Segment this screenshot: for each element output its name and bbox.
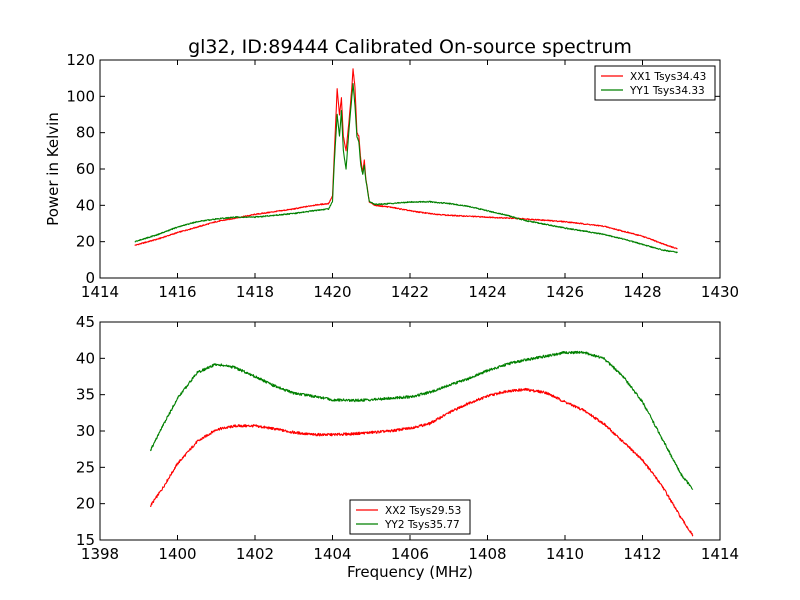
x-tick-label: 1398	[81, 545, 119, 563]
x-tick-label: 1402	[236, 545, 274, 563]
x-tick-label: 1422	[391, 283, 429, 301]
legend-label: YY1 Tsys34.33	[629, 85, 705, 97]
x-tick-label: 1430	[701, 283, 739, 301]
series-group	[149, 350, 694, 537]
legend-label: XX1 Tsys34.43	[630, 71, 706, 83]
x-tick-label: 1424	[468, 283, 506, 301]
x-tick-label: 1406	[391, 545, 429, 563]
y-tick-label: 35	[76, 386, 95, 404]
legend: XX1 Tsys34.43 YY1 Tsys34.33	[594, 65, 716, 101]
series-line-1	[149, 387, 694, 537]
x-tick-label: 1404	[313, 545, 351, 563]
x-tick-label: 1414	[701, 545, 739, 563]
x-tick-label: 1412	[623, 545, 661, 563]
figure-title: gl32, ID:89444 Calibrated On-source spec…	[188, 36, 632, 58]
legend-label: XX2 Tsys29.53	[385, 505, 461, 517]
y-tick-label: 0	[85, 269, 95, 287]
x-tick-label: 1426	[546, 283, 584, 301]
x-tick-label: 1410	[546, 545, 584, 563]
series-line-2	[149, 350, 694, 490]
y-tick-label: 30	[76, 422, 95, 440]
y-tick-label: 15	[76, 531, 95, 549]
x-tick-label: 1420	[313, 283, 351, 301]
x-tick-label: 1416	[158, 283, 196, 301]
series-line-1	[134, 68, 678, 250]
lower-spectrum-plot: 1398 1400 1402 1404 1406 1408 1410 1412 1414 15 20…	[76, 313, 739, 563]
upper-spectrum-plot: 1414 1416 1418 1420 1422 1424 1426 1428 1430 0 20 4…	[44, 51, 739, 301]
y-tick-label: 100	[66, 87, 95, 105]
series-group	[134, 68, 678, 254]
legend-frame	[349, 499, 471, 535]
series-line-2	[134, 82, 678, 254]
y-tick-label: 80	[76, 124, 95, 142]
y-tick-label: 60	[76, 160, 95, 178]
legend: XX2 Tsys29.53 YY2 Tsys35.77	[349, 499, 471, 535]
x-tick-label: 1408	[468, 545, 506, 563]
y-tick-label: 120	[66, 51, 95, 69]
x-tick-label: 1400	[158, 545, 196, 563]
x-tick-label: 1418	[236, 283, 274, 301]
y-tick-label: 40	[76, 196, 95, 214]
y-axis-label: Power in Kelvin	[44, 112, 62, 226]
y-tick-label: 20	[76, 233, 95, 251]
legend-frame	[594, 65, 716, 101]
y-tick-label: 20	[76, 495, 95, 513]
x-axis-label: Frequency (MHz)	[347, 563, 473, 581]
y-tick-label: 40	[76, 349, 95, 367]
y-tick-label: 45	[76, 313, 95, 331]
y-tick-label: 25	[76, 458, 95, 476]
x-tick-label: 1414	[81, 283, 119, 301]
x-tick-label: 1428	[623, 283, 661, 301]
legend-label: YY2 Tsys35.77	[384, 519, 460, 531]
